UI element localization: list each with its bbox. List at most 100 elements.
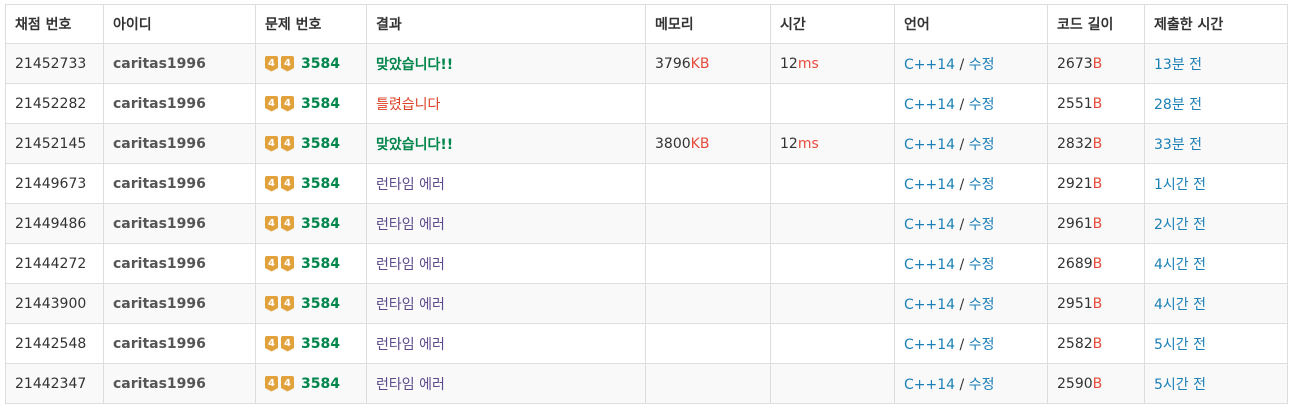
language-cell: C++14 / 수정 xyxy=(894,163,1048,204)
submitted-time-link[interactable]: 5시간 전 xyxy=(1154,376,1206,393)
table-row: 21442347 caritas1996 4 4 3584 런타임 에러 C++14… xyxy=(5,363,1288,404)
submitted-time-link[interactable]: 4시간 전 xyxy=(1154,296,1206,313)
submitted-time-link[interactable]: 13분 전 xyxy=(1154,56,1203,73)
gold-tier-badge-icon[interactable]: 4 xyxy=(265,255,278,272)
problem-link[interactable]: 3584 xyxy=(301,95,340,112)
table-header-row: 채점 번호 아이디 문제 번호 결과 메모리 시간 언어 코드 길이 제출한 시… xyxy=(5,4,1288,44)
gold-tier-badge-icon[interactable]: 4 xyxy=(281,55,294,72)
gold-tier-badge-icon[interactable]: 4 xyxy=(265,375,278,392)
submission-id: 21452733 xyxy=(15,55,87,72)
submission-id: 21452145 xyxy=(15,135,87,152)
user-link[interactable]: caritas1996 xyxy=(113,295,206,312)
code-length-value: 2921 xyxy=(1057,175,1093,192)
language-link[interactable]: C++14 xyxy=(904,256,956,273)
user-link[interactable]: caritas1996 xyxy=(113,375,206,392)
time-value: 12 xyxy=(780,55,798,72)
submitted-time-link[interactable]: 28분 전 xyxy=(1154,96,1203,113)
gold-tier-badge-icon[interactable]: 4 xyxy=(265,335,278,352)
gold-tier-badge-icon[interactable]: 4 xyxy=(281,215,294,232)
submitted-time-cell: 1시간 전 xyxy=(1144,163,1288,204)
submitted-time-cell: 4시간 전 xyxy=(1144,243,1288,284)
edit-link[interactable]: 수정 xyxy=(968,216,995,233)
gold-tier-badge-icon[interactable]: 4 xyxy=(265,215,278,232)
submission-status-table: 채점 번호 아이디 문제 번호 결과 메모리 시간 언어 코드 길이 제출한 시… xyxy=(5,4,1288,404)
problem-link[interactable]: 3584 xyxy=(301,55,340,72)
language-link[interactable]: C++14 xyxy=(904,376,956,393)
language-separator: / xyxy=(955,176,969,193)
code-length-cell: 2951B xyxy=(1047,283,1145,324)
table-row: 21452733 caritas1996 4 4 3584 맞았습니다!! 3796… xyxy=(5,43,1288,84)
language-cell: C++14 / 수정 xyxy=(894,83,1048,124)
edit-link[interactable]: 수정 xyxy=(968,256,995,273)
language-link[interactable]: C++14 xyxy=(904,136,956,153)
problem-link[interactable]: 3584 xyxy=(301,135,340,152)
language-link[interactable]: C++14 xyxy=(904,336,956,353)
language-link[interactable]: C++14 xyxy=(904,216,956,233)
gold-tier-badge-icon[interactable]: 4 xyxy=(281,135,294,152)
code-length-cell: 2673B xyxy=(1047,43,1145,84)
submitted-time-link[interactable]: 33분 전 xyxy=(1154,136,1203,153)
user-link[interactable]: caritas1996 xyxy=(113,255,206,272)
code-length-cell: 2689B xyxy=(1047,243,1145,284)
problem-link[interactable]: 3584 xyxy=(301,215,340,232)
edit-link[interactable]: 수정 xyxy=(968,176,995,193)
edit-link[interactable]: 수정 xyxy=(968,136,995,153)
problem-link[interactable]: 3584 xyxy=(301,335,340,352)
gold-tier-badge-icon[interactable]: 4 xyxy=(281,295,294,312)
header-language: 언어 xyxy=(894,4,1048,44)
problem-link[interactable]: 3584 xyxy=(301,255,340,272)
edit-link[interactable]: 수정 xyxy=(968,296,995,313)
gold-tier-badge-icon[interactable]: 4 xyxy=(281,175,294,192)
language-separator: / xyxy=(955,216,969,233)
header-memory: 메모리 xyxy=(645,4,771,44)
problem-link[interactable]: 3584 xyxy=(301,295,340,312)
gold-tier-badge-icon[interactable]: 4 xyxy=(281,335,294,352)
gold-tier-badge-icon[interactable]: 4 xyxy=(265,135,278,152)
result-cell: 맞았습니다!! xyxy=(366,43,646,84)
submitted-time-link[interactable]: 4시간 전 xyxy=(1154,256,1206,273)
gold-tier-badge-icon[interactable]: 4 xyxy=(281,375,294,392)
gold-tier-badge-icon[interactable]: 4 xyxy=(265,295,278,312)
submission-id-cell: 21442548 xyxy=(5,323,104,364)
language-link[interactable]: C++14 xyxy=(904,176,956,193)
user-link[interactable]: caritas1996 xyxy=(113,215,206,232)
problem-cell: 4 4 3584 xyxy=(255,283,367,324)
submitted-time-cell: 4시간 전 xyxy=(1144,283,1288,324)
problem-link[interactable]: 3584 xyxy=(301,175,340,192)
problem-link[interactable]: 3584 xyxy=(301,375,340,392)
language-link[interactable]: C++14 xyxy=(904,56,956,73)
language-link[interactable]: C++14 xyxy=(904,96,956,113)
time-cell: 12ms xyxy=(770,123,895,164)
submission-id-cell: 21449486 xyxy=(5,203,104,244)
result-cell: 런타임 에러 xyxy=(366,203,646,244)
edit-link[interactable]: 수정 xyxy=(968,96,995,113)
submitted-time-cell: 2시간 전 xyxy=(1144,203,1288,244)
gold-tier-badge-icon[interactable]: 4 xyxy=(281,95,294,112)
header-time: 시간 xyxy=(770,4,895,44)
time-cell xyxy=(770,83,895,124)
gold-tier-badge-icon[interactable]: 4 xyxy=(265,95,278,112)
submission-id-cell: 21452145 xyxy=(5,123,104,164)
user-link[interactable]: caritas1996 xyxy=(113,135,206,152)
submission-id: 21452282 xyxy=(15,95,87,112)
edit-link[interactable]: 수정 xyxy=(968,376,995,393)
user-link[interactable]: caritas1996 xyxy=(113,95,206,112)
submitted-time-link[interactable]: 1시간 전 xyxy=(1154,176,1206,193)
gold-tier-badge-icon[interactable]: 4 xyxy=(281,255,294,272)
time-cell: 12ms xyxy=(770,43,895,84)
language-link[interactable]: C++14 xyxy=(904,296,956,313)
edit-link[interactable]: 수정 xyxy=(968,336,995,353)
edit-link[interactable]: 수정 xyxy=(968,56,995,73)
submitted-time-link[interactable]: 5시간 전 xyxy=(1154,336,1206,353)
user-cell: caritas1996 xyxy=(103,43,256,84)
header-user-id: 아이디 xyxy=(103,4,256,44)
problem-cell: 4 4 3584 xyxy=(255,363,367,404)
user-link[interactable]: caritas1996 xyxy=(113,175,206,192)
code-length-unit: B xyxy=(1092,135,1103,152)
gold-tier-badge-icon[interactable]: 4 xyxy=(265,55,278,72)
user-link[interactable]: caritas1996 xyxy=(113,335,206,352)
submitted-time-link[interactable]: 2시간 전 xyxy=(1154,216,1206,233)
user-link[interactable]: caritas1996 xyxy=(113,55,206,72)
user-cell: caritas1996 xyxy=(103,83,256,124)
gold-tier-badge-icon[interactable]: 4 xyxy=(265,175,278,192)
